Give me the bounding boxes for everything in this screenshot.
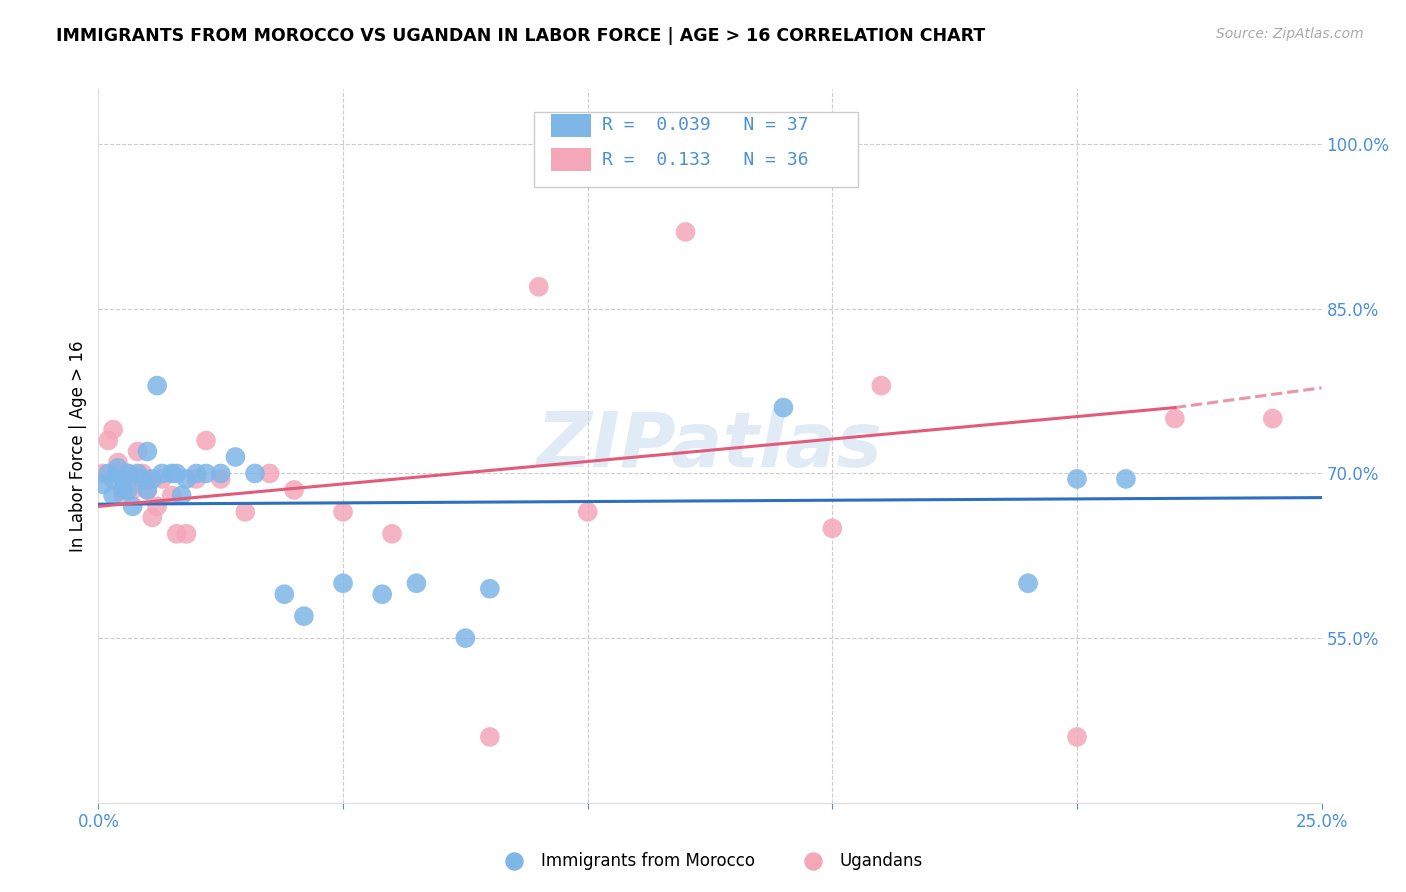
Point <box>166 526 188 541</box>
Point <box>332 576 354 591</box>
Y-axis label: In Labor Force | Age > 16: In Labor Force | Age > 16 <box>69 340 87 552</box>
Point <box>141 472 163 486</box>
Point <box>870 378 893 392</box>
Point <box>107 455 129 469</box>
Point <box>146 500 169 514</box>
Point <box>381 526 404 541</box>
Point <box>127 467 149 481</box>
Point <box>160 467 183 481</box>
Point <box>371 587 394 601</box>
Text: Source: ZipAtlas.com: Source: ZipAtlas.com <box>1216 27 1364 41</box>
Point <box>101 423 124 437</box>
Point <box>478 730 501 744</box>
Point <box>141 510 163 524</box>
Point <box>1066 730 1088 744</box>
Point <box>101 472 124 486</box>
Point <box>146 378 169 392</box>
Point <box>150 472 173 486</box>
Point <box>101 488 124 502</box>
Point <box>121 500 143 514</box>
Point <box>111 472 134 486</box>
Point <box>127 444 149 458</box>
Text: IMMIGRANTS FROM MOROCCO VS UGANDAN IN LABOR FORCE | AGE > 16 CORRELATION CHART: IMMIGRANTS FROM MOROCCO VS UGANDAN IN LA… <box>56 27 986 45</box>
Point <box>111 472 134 486</box>
Point <box>91 467 114 481</box>
Point <box>136 483 159 497</box>
Point <box>195 467 218 481</box>
Point <box>772 401 794 415</box>
Point <box>195 434 218 448</box>
Point <box>117 483 139 497</box>
Point <box>478 582 501 596</box>
Point <box>150 467 173 481</box>
Point <box>107 467 129 481</box>
Point <box>527 280 550 294</box>
Point <box>243 467 266 481</box>
Point <box>1066 472 1088 486</box>
Point <box>405 576 427 591</box>
Point <box>332 505 354 519</box>
Point <box>117 467 139 481</box>
Point <box>97 434 120 448</box>
Point <box>1164 411 1187 425</box>
Point <box>131 472 153 486</box>
Point <box>117 467 139 481</box>
Point <box>283 483 305 497</box>
Point <box>111 483 134 497</box>
Point <box>273 587 295 601</box>
Point <box>233 505 256 519</box>
Point <box>1115 472 1137 486</box>
Point <box>209 467 232 481</box>
Text: ZIPatlas: ZIPatlas <box>537 409 883 483</box>
Point <box>107 461 129 475</box>
Point <box>209 472 232 486</box>
Point <box>1261 411 1284 425</box>
Point <box>121 483 143 497</box>
Point <box>131 467 153 481</box>
Point <box>111 488 134 502</box>
Point <box>91 477 114 491</box>
Point <box>576 505 599 519</box>
Text: R =  0.039   N = 37: R = 0.039 N = 37 <box>602 116 808 134</box>
Point <box>176 472 198 486</box>
Text: R =  0.133   N = 36: R = 0.133 N = 36 <box>602 151 808 169</box>
Point <box>136 483 159 497</box>
Point <box>675 225 697 239</box>
Point <box>454 631 477 645</box>
Point <box>821 521 844 535</box>
Point <box>1017 576 1039 591</box>
Point <box>166 467 188 481</box>
Point <box>97 467 120 481</box>
Point <box>160 488 183 502</box>
Point <box>136 472 159 486</box>
Point <box>292 609 315 624</box>
Point <box>186 467 208 481</box>
Point <box>136 444 159 458</box>
Point <box>186 472 208 486</box>
Legend: Immigrants from Morocco, Ugandans: Immigrants from Morocco, Ugandans <box>491 846 929 877</box>
Point <box>170 488 193 502</box>
Point <box>259 467 281 481</box>
Point <box>224 450 246 464</box>
Point <box>176 526 198 541</box>
